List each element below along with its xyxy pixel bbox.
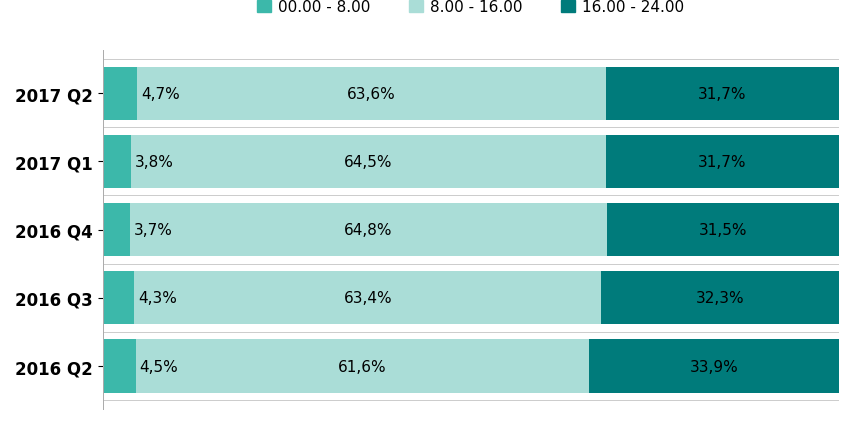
Text: 31,7%: 31,7%: [698, 155, 746, 170]
Text: 64,5%: 64,5%: [344, 155, 392, 170]
Bar: [130, 204, 607, 256]
Text: 4,5%: 4,5%: [140, 359, 178, 374]
Text: 32,3%: 32,3%: [696, 291, 745, 305]
Text: 4,7%: 4,7%: [141, 86, 180, 101]
Bar: [601, 271, 839, 325]
Text: 31,5%: 31,5%: [698, 222, 747, 238]
Text: 3,7%: 3,7%: [134, 222, 173, 238]
Bar: [136, 340, 589, 393]
Bar: [103, 340, 136, 393]
Bar: [103, 271, 134, 325]
Legend: 00.00 - 8.00, 8.00 - 16.00, 16.00 - 24.00: 00.00 - 8.00, 8.00 - 16.00, 16.00 - 24.0…: [251, 0, 691, 21]
Text: 33,9%: 33,9%: [690, 359, 739, 374]
Text: 64,8%: 64,8%: [344, 222, 393, 238]
Bar: [607, 204, 839, 256]
Bar: [103, 135, 131, 189]
Bar: [131, 135, 605, 189]
Text: 4,3%: 4,3%: [138, 291, 177, 305]
Bar: [137, 67, 605, 121]
Text: 63,4%: 63,4%: [343, 291, 392, 305]
Bar: [134, 271, 601, 325]
Bar: [605, 135, 839, 189]
Text: 63,6%: 63,6%: [347, 86, 395, 101]
Text: 61,6%: 61,6%: [338, 359, 387, 374]
Text: 31,7%: 31,7%: [698, 86, 746, 101]
Bar: [605, 67, 839, 121]
Bar: [589, 340, 839, 393]
Text: 3,8%: 3,8%: [134, 155, 173, 170]
Bar: [103, 204, 130, 256]
Bar: [103, 67, 137, 121]
